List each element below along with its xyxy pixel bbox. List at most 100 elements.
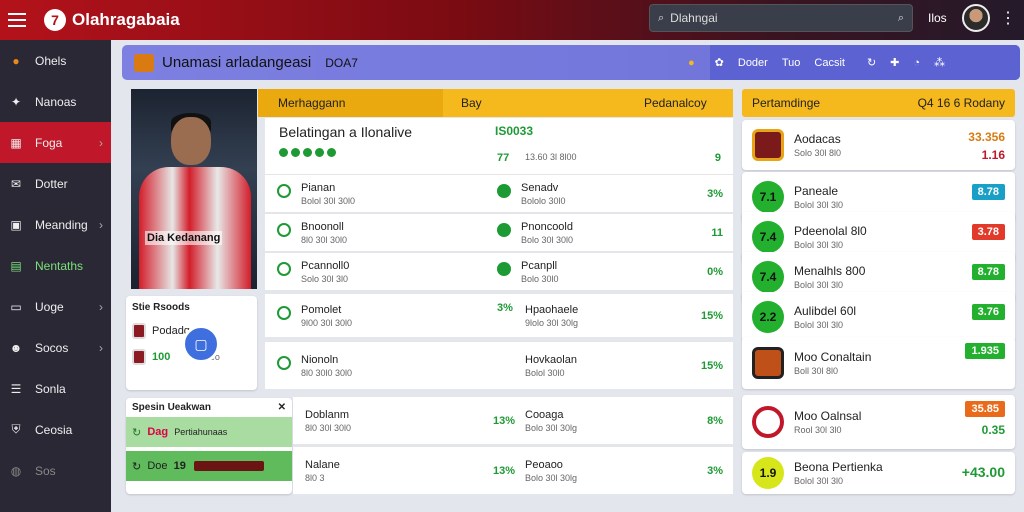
alert-icon[interactable]: ●	[688, 56, 695, 69]
mini-stats-title: Stie Rsoods	[132, 302, 190, 313]
rating-badge: 7.4	[752, 221, 784, 253]
standing-row[interactable]: Moo Conaltain Boll 30l 8l0 1.935	[742, 337, 1015, 389]
shirt-text: Dia Kedanang	[145, 231, 223, 245]
featured-match[interactable]: Belatingan a Ilonalive IS0033 13.60 3l 8…	[265, 118, 733, 174]
brand-logo[interactable]: 7	[44, 9, 66, 31]
close-icon[interactable]: ✕	[277, 402, 286, 413]
rating-badge: 2.2	[752, 301, 784, 333]
rating-badge: 7.4	[752, 261, 784, 293]
header-link-cacsit[interactable]: Cacsit	[814, 56, 845, 69]
card-icon: ▭	[10, 299, 22, 314]
coin-icon: ●	[12, 53, 20, 68]
bonus-row[interactable]: ↻ Doe 19	[126, 451, 292, 481]
sidebar-item-foga[interactable]: ▦ Foga ›	[0, 122, 111, 163]
sidebar-item-ohels[interactable]: ● Ohels	[0, 40, 111, 81]
table-row[interactable]: Pianan Bolol 30l 30l0 Senadv Bololo 30l0 3…	[265, 174, 733, 212]
tab-bay[interactable]: Bay	[461, 96, 482, 110]
table-row[interactable]: Nalane 8l0 3 13% Peoaoo Bolo 30l 30lg 3%	[293, 446, 733, 494]
brand-name: Olahragabaia	[72, 10, 180, 29]
header-link-tuo[interactable]: Tuo	[781, 56, 801, 69]
status-icon	[277, 183, 291, 198]
standing-row[interactable]: Moo Oalnsal Rool 30l 3l0 35.85 0.35	[742, 395, 1015, 449]
sidebar-item-nanoas[interactable]: ✦ Nanoas	[0, 81, 111, 122]
rating-badge: 1.9	[752, 457, 784, 489]
grid-icon: ▦	[10, 135, 22, 150]
standings-header: Pertamdinge Q4 16 6 Rodany	[742, 89, 1015, 117]
sidebar-item-socos[interactable]: ☻ Socos ›	[9, 340, 103, 355]
page-header: Unamasi arladangeasi DOA7 ● ✿ Doder Tuo …	[122, 45, 1020, 80]
table-row[interactable]: Doblanm 8l0 30l 30l0 13% Cooaga Bolo 30l 3…	[293, 396, 733, 444]
chevron-right-icon: ›	[99, 299, 103, 314]
table-row[interactable]: Bnoonoll 8l0 30l 30l0 Pnoncoold Bolo 30l 3…	[265, 213, 733, 251]
match-sub: 13.60 3l 8l00	[525, 152, 577, 162]
chat-button[interactable]: ▢	[182, 325, 220, 363]
list-item[interactable]: Podadg	[132, 323, 251, 339]
username[interactable]: Ilos	[928, 11, 947, 25]
sidebar-item-sos[interactable]: ◍ Sos	[0, 450, 111, 491]
settings-icon[interactable]: ✿	[714, 57, 724, 69]
progress-bar	[193, 461, 264, 471]
standing-row[interactable]: Aodacas Solo 30l 8l0 33.356 1.16	[742, 120, 1015, 170]
bonus-row[interactable]: ↻ Dag Pertiahunaas	[126, 417, 292, 447]
team-crest-icon	[752, 347, 784, 379]
star-icon: ✦	[10, 94, 22, 109]
bonus-card: Spesin Ueakwan ✕ ↻ Dag Pertiahunaas ↻ Doe…	[126, 398, 292, 494]
bonus-title: Spesin Ueakwan	[132, 402, 211, 413]
globe-icon: ◍	[10, 463, 22, 478]
search-input[interactable]: ⌕ Dlahngai ⌕	[649, 4, 913, 32]
status-icon	[277, 305, 291, 320]
match-left-val: 77	[497, 152, 510, 164]
refresh-icon[interactable]: ↻	[866, 57, 877, 69]
search-icon: ⌕	[658, 11, 665, 24]
status-icon	[277, 222, 291, 237]
rating-badge: 7.1	[752, 181, 784, 213]
user-icon: ☻	[9, 340, 23, 355]
tab-bar: Merhaggann Bay Pedanalcoy	[258, 89, 733, 117]
sidebar-item-dotter[interactable]: ✉ Dotter	[0, 163, 111, 204]
form-dots	[279, 148, 719, 157]
refresh-icon: ↻	[132, 426, 142, 439]
search-icon[interactable]: ⌕	[897, 11, 904, 24]
status-icon	[497, 222, 511, 237]
team-crest-icon	[752, 406, 784, 438]
sidebar-item-uoge[interactable]: ▭ Uoge ›	[0, 286, 111, 327]
match-title: Belatingan a Ilonalive	[279, 124, 413, 140]
match-code: IS0033	[495, 124, 534, 138]
team-crest-icon	[752, 129, 784, 161]
table-row[interactable]: Nionoln 8l0 30l0 30l0 Hovkaolan Bolol 30l0…	[265, 341, 733, 389]
header-actions: ● ✿ Doder Tuo Cacsit ↻ ✚ ◔ ⁂	[688, 45, 1020, 80]
page-title: Unamasi arladangeasi	[162, 54, 312, 71]
status-icon	[277, 355, 291, 370]
player-photo: Dia Kedanang	[131, 89, 257, 289]
bag-icon: ▣	[10, 217, 22, 232]
shield-icon: ⛨	[11, 422, 21, 436]
sidebar-item-meanding[interactable]: ▣ Meanding ›	[0, 204, 111, 245]
sidebar-item-sonla[interactable]: ☰ Sonla	[0, 368, 111, 409]
chart-icon: ▤	[10, 258, 22, 273]
sidebar-item-nentaths[interactable]: ▤ Nentaths	[0, 245, 111, 286]
sidebar-item-ceosia[interactable]: ⛨ Ceosia	[0, 409, 111, 450]
team-crest-icon	[132, 323, 146, 339]
chat-icon[interactable]: ◔	[913, 56, 921, 69]
chevron-right-icon: ›	[99, 217, 103, 232]
table-row[interactable]: Pomolet 9l00 30l 30l0 3% Hpaohaele 9lolo 3…	[265, 293, 733, 337]
page-subtitle: DOA7	[325, 55, 358, 70]
table-row[interactable]: Pcannoll0 Solo 30l 3l0 Pcanpll Bolo 30l0 0…	[265, 252, 733, 290]
standing-row[interactable]: 1.9 Beona Pertienka Bolol 30l 3l0 +43.00	[742, 452, 1015, 494]
status-icon	[277, 261, 291, 276]
chevron-right-icon: ›	[99, 340, 103, 355]
mail-icon: ✉	[10, 176, 22, 191]
more-options-icon[interactable]: ⋮	[1000, 10, 1016, 27]
team-crest-icon	[132, 349, 146, 365]
tab-merhaggann[interactable]: Merhaggann	[278, 96, 346, 110]
share-icon[interactable]: ⁂	[934, 57, 946, 69]
list-icon: ☰	[10, 381, 22, 396]
avatar[interactable]	[962, 4, 990, 32]
status-icon	[497, 261, 511, 276]
header-link-doder[interactable]: Doder	[737, 56, 768, 69]
match-right-val: 9	[714, 152, 721, 164]
puzzle-icon[interactable]: ✚	[890, 57, 900, 69]
standing-row[interactable]: 2.2 Aulibdel 60l Bolol 30l 3l0 3.76	[742, 292, 1015, 342]
menu-icon[interactable]	[0, 0, 34, 40]
tab-pedanalcoy[interactable]: Pedanalcoy	[644, 96, 707, 110]
